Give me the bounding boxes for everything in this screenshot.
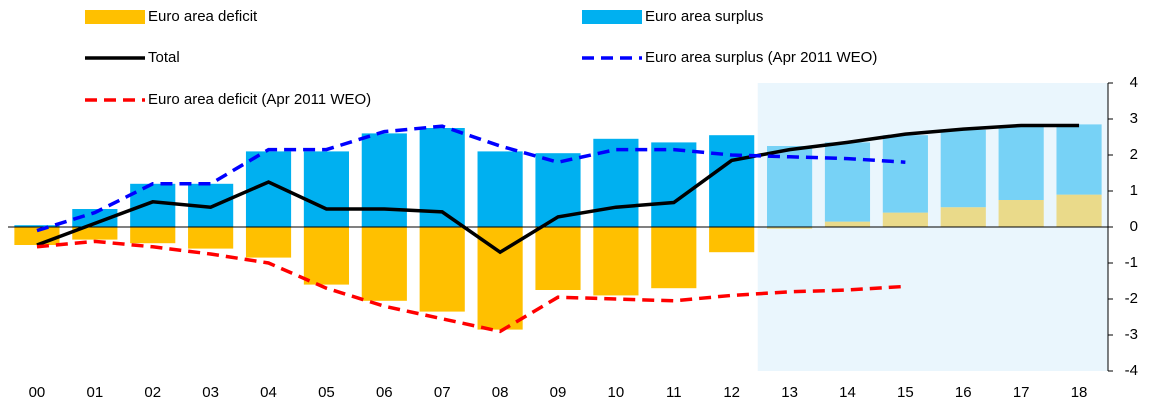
bar <box>72 227 118 240</box>
y-tick-label: 0 <box>1130 218 1138 235</box>
bar <box>188 227 234 249</box>
bar <box>709 135 755 227</box>
x-tick-label: 03 <box>202 384 219 401</box>
bar <box>477 151 523 227</box>
legend-label: Euro area surplus (Apr 2011 WEO) <box>645 49 877 66</box>
y-tick-label: -4 <box>1125 362 1138 379</box>
bar <box>303 151 349 227</box>
x-tick-label: 02 <box>144 384 161 401</box>
legend-label: Euro area surplus <box>645 8 763 25</box>
x-tick-label: 10 <box>608 384 625 401</box>
x-tick-label: 01 <box>86 384 103 401</box>
y-tick-label: 4 <box>1130 74 1138 91</box>
bar <box>419 227 465 312</box>
y-tick-label: 3 <box>1130 110 1138 127</box>
x-tick-label: 17 <box>1013 384 1030 401</box>
legend-label: Euro area deficit (Apr 2011 WEO) <box>148 91 371 108</box>
y-tick-label: -3 <box>1125 326 1138 343</box>
bar <box>361 133 407 227</box>
line <box>36 123 1080 255</box>
legend-swatch <box>582 10 642 24</box>
x-tick-label: 04 <box>260 384 277 401</box>
x-tick-label: 09 <box>550 384 567 401</box>
bar <box>651 142 697 227</box>
y-tick-label: -2 <box>1125 290 1138 307</box>
bar <box>593 227 639 296</box>
bar <box>303 227 349 285</box>
bar <box>361 227 407 301</box>
x-tick-label: 00 <box>29 384 46 401</box>
legend-swatch <box>85 10 145 24</box>
legend-label: Euro area deficit <box>148 8 258 25</box>
bar <box>14 225 60 227</box>
y-tick-label: 1 <box>1130 182 1138 199</box>
x-tick-label: 12 <box>723 384 740 401</box>
x-tick-label: 06 <box>376 384 393 401</box>
x-tick-label: 16 <box>955 384 972 401</box>
x-tick-label: 11 <box>666 384 682 401</box>
line <box>36 239 906 334</box>
x-tick-label: 07 <box>434 384 451 401</box>
x-tick-label: 18 <box>1071 384 1088 401</box>
x-tick-label: 14 <box>839 384 856 401</box>
line <box>36 124 906 233</box>
y-tick-label: -1 <box>1125 254 1138 271</box>
bar <box>130 183 176 227</box>
bar <box>72 209 118 227</box>
bar <box>535 227 581 290</box>
bar <box>130 227 176 244</box>
x-tick-label: 13 <box>781 384 798 401</box>
bar <box>709 227 755 253</box>
bar <box>245 227 292 258</box>
bar <box>651 227 697 289</box>
x-tick-label: 15 <box>897 384 914 401</box>
x-tick-label: 08 <box>492 384 509 401</box>
y-tick-label: 2 <box>1130 146 1138 163</box>
x-tick-label: 05 <box>318 384 335 401</box>
legend-label: Total <box>148 49 180 66</box>
